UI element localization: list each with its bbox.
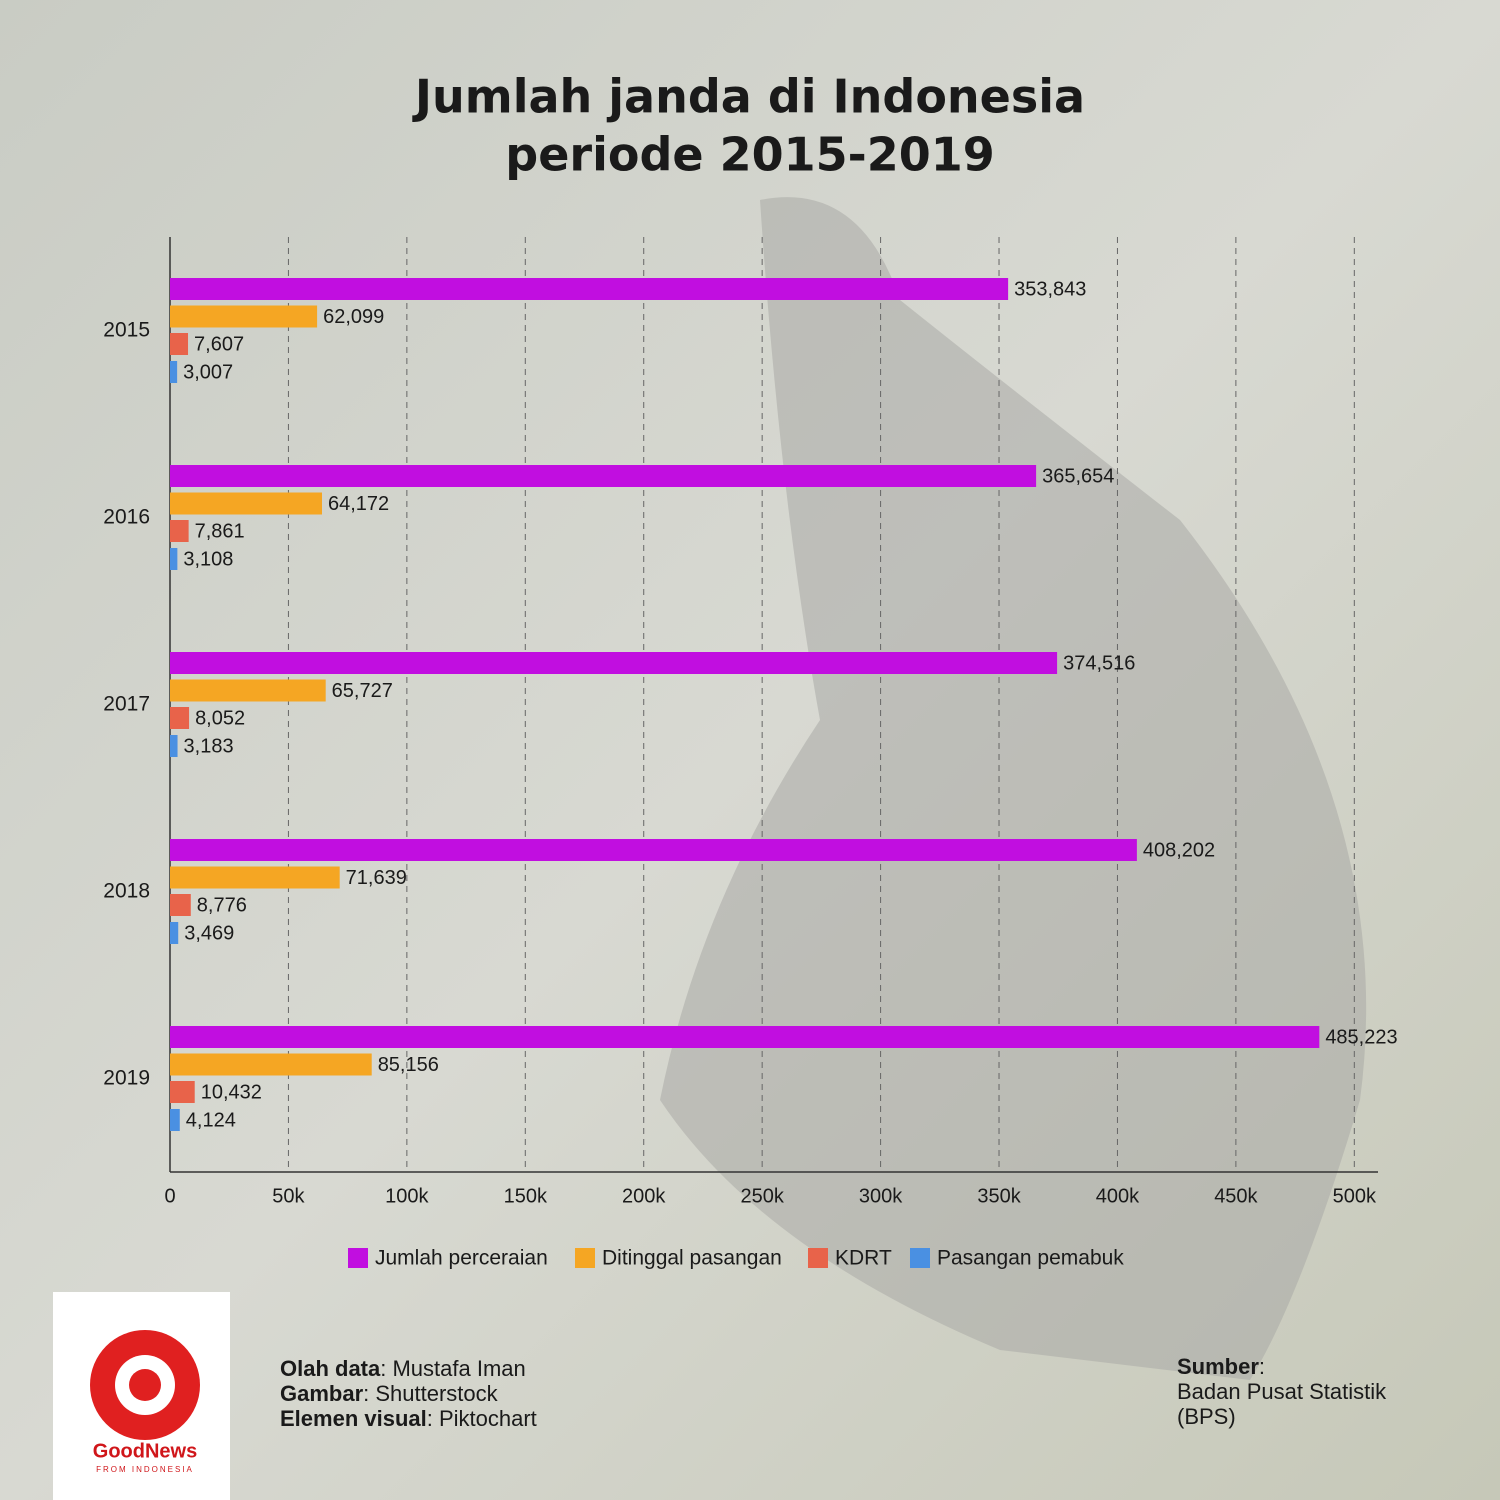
bar — [170, 839, 1137, 861]
value-label: 85,156 — [378, 1054, 439, 1076]
value-label: 7,607 — [194, 333, 244, 355]
value-label: 10,432 — [201, 1081, 262, 1103]
credit: Olah data: Mustafa Iman — [280, 1356, 526, 1381]
legend-label: Ditinggal pasangan — [602, 1247, 782, 1270]
x-tick-label: 400k — [1096, 1185, 1140, 1207]
legend-label: Jumlah perceraian — [375, 1247, 548, 1270]
value-label: 64,172 — [328, 493, 389, 515]
bar — [170, 894, 191, 916]
value-label: 8,776 — [197, 894, 247, 916]
credit-text: : Mustafa Iman — [380, 1356, 526, 1381]
legend-swatch — [808, 1248, 828, 1268]
value-label: 7,861 — [195, 520, 245, 542]
bar — [170, 333, 189, 355]
credit-label: Elemen visual — [280, 1406, 427, 1431]
source-line: Badan Pusat Statistik — [1177, 1379, 1387, 1404]
bar — [170, 735, 178, 757]
value-label: 3,007 — [183, 361, 233, 383]
category-label: 2019 — [103, 1067, 150, 1090]
logo-emblem-core — [129, 1369, 161, 1401]
x-tick-label: 0 — [164, 1185, 175, 1207]
credit-label: Gambar — [280, 1381, 364, 1406]
x-tick-label: 100k — [385, 1185, 429, 1207]
logo-name: GoodNews — [93, 1440, 197, 1462]
value-label: 353,843 — [1014, 278, 1086, 300]
title-line: Jumlah janda di Indonesia — [412, 70, 1085, 124]
credit: Gambar: Shutterstock — [280, 1381, 499, 1406]
bar — [170, 866, 340, 889]
category-label: 2016 — [103, 506, 150, 529]
value-label: 408,202 — [1143, 839, 1215, 861]
value-label: 3,183 — [184, 735, 234, 757]
source-heading: Sumber: — [1177, 1354, 1265, 1379]
value-label: 71,639 — [346, 867, 407, 889]
bar — [170, 361, 178, 383]
source-label: Sumber — [1177, 1354, 1259, 1379]
bar — [170, 305, 318, 328]
bar — [170, 1081, 195, 1103]
bar — [170, 492, 322, 515]
credit-label: Olah data — [280, 1356, 381, 1381]
legend-swatch — [348, 1248, 368, 1268]
credit-text: : Piktochart — [427, 1406, 537, 1431]
x-tick-label: 500k — [1333, 1185, 1377, 1207]
bar — [170, 679, 326, 702]
x-tick-label: 150k — [504, 1185, 548, 1207]
source-sep: : — [1259, 1354, 1265, 1379]
credit: Elemen visual: Piktochart — [280, 1406, 537, 1431]
value-label: 8,052 — [195, 707, 245, 729]
category-label: 2015 — [103, 319, 150, 342]
value-label: 485,223 — [1325, 1026, 1397, 1048]
title-line: periode 2015-2019 — [505, 128, 994, 182]
bar — [170, 707, 190, 729]
bar — [170, 520, 189, 542]
x-tick-label: 200k — [622, 1185, 666, 1207]
logo-tagline: FROM INDONESIA — [96, 1465, 194, 1474]
bar — [170, 922, 179, 944]
category-label: 2018 — [103, 880, 150, 903]
value-label: 4,124 — [186, 1109, 236, 1131]
legend-label: Pasangan pemabuk — [937, 1247, 1124, 1270]
x-tick-label: 50k — [272, 1185, 305, 1207]
category-label: 2017 — [103, 693, 150, 716]
x-tick-label: 350k — [977, 1185, 1021, 1207]
bar — [170, 548, 178, 570]
x-tick-label: 250k — [740, 1185, 784, 1207]
value-label: 3,469 — [184, 922, 234, 944]
legend-swatch — [910, 1248, 930, 1268]
bar — [170, 652, 1058, 674]
source-line: (BPS) — [1177, 1404, 1236, 1429]
legend-label: KDRT — [835, 1247, 892, 1270]
bar — [170, 1026, 1320, 1048]
x-tick-label: 450k — [1214, 1185, 1258, 1207]
value-label: 65,727 — [332, 680, 393, 702]
background-figure — [660, 197, 1367, 1381]
bar — [170, 465, 1037, 487]
value-label: 374,516 — [1063, 652, 1135, 674]
bar — [170, 1053, 372, 1076]
bar — [170, 1109, 180, 1131]
credit-text: : Shutterstock — [363, 1381, 499, 1406]
x-tick-label: 300k — [859, 1185, 903, 1207]
value-label: 62,099 — [323, 306, 384, 328]
bar — [170, 278, 1009, 300]
legend-swatch — [575, 1248, 595, 1268]
value-label: 365,654 — [1042, 465, 1114, 487]
value-label: 3,108 — [183, 548, 233, 570]
